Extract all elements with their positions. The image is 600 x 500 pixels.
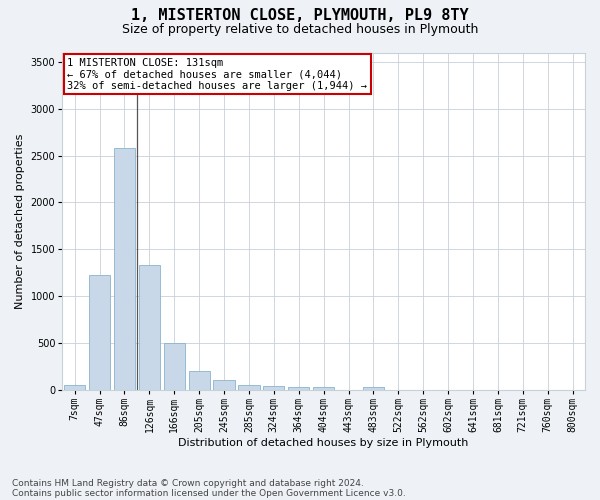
Bar (114, 148, 135, 390)
Bar (188, 372, 210, 390)
Bar (64, 385, 85, 390)
Bar (363, 387, 384, 390)
Text: 1 MISTERTON CLOSE: 131sqm
← 67% of detached houses are smaller (4,044)
32% of se: 1 MISTERTON CLOSE: 131sqm ← 67% of detac… (67, 58, 367, 91)
Bar (313, 387, 334, 390)
Bar (263, 386, 284, 390)
Bar (214, 380, 235, 390)
Bar (89, 276, 110, 390)
Bar (164, 343, 185, 390)
Text: Size of property relative to detached houses in Plymouth: Size of property relative to detached ho… (122, 22, 478, 36)
Text: Contains HM Land Registry data © Crown copyright and database right 2024.: Contains HM Land Registry data © Crown c… (12, 478, 364, 488)
Y-axis label: Number of detached properties: Number of detached properties (15, 134, 25, 309)
Text: Contains public sector information licensed under the Open Government Licence v3: Contains public sector information licen… (12, 488, 406, 498)
X-axis label: Distribution of detached houses by size in Plymouth: Distribution of detached houses by size … (178, 438, 469, 448)
Text: 1, MISTERTON CLOSE, PLYMOUTH, PL9 8TY: 1, MISTERTON CLOSE, PLYMOUTH, PL9 8TY (131, 8, 469, 22)
Bar (288, 387, 310, 390)
Bar (238, 385, 260, 390)
Bar (139, 265, 160, 390)
